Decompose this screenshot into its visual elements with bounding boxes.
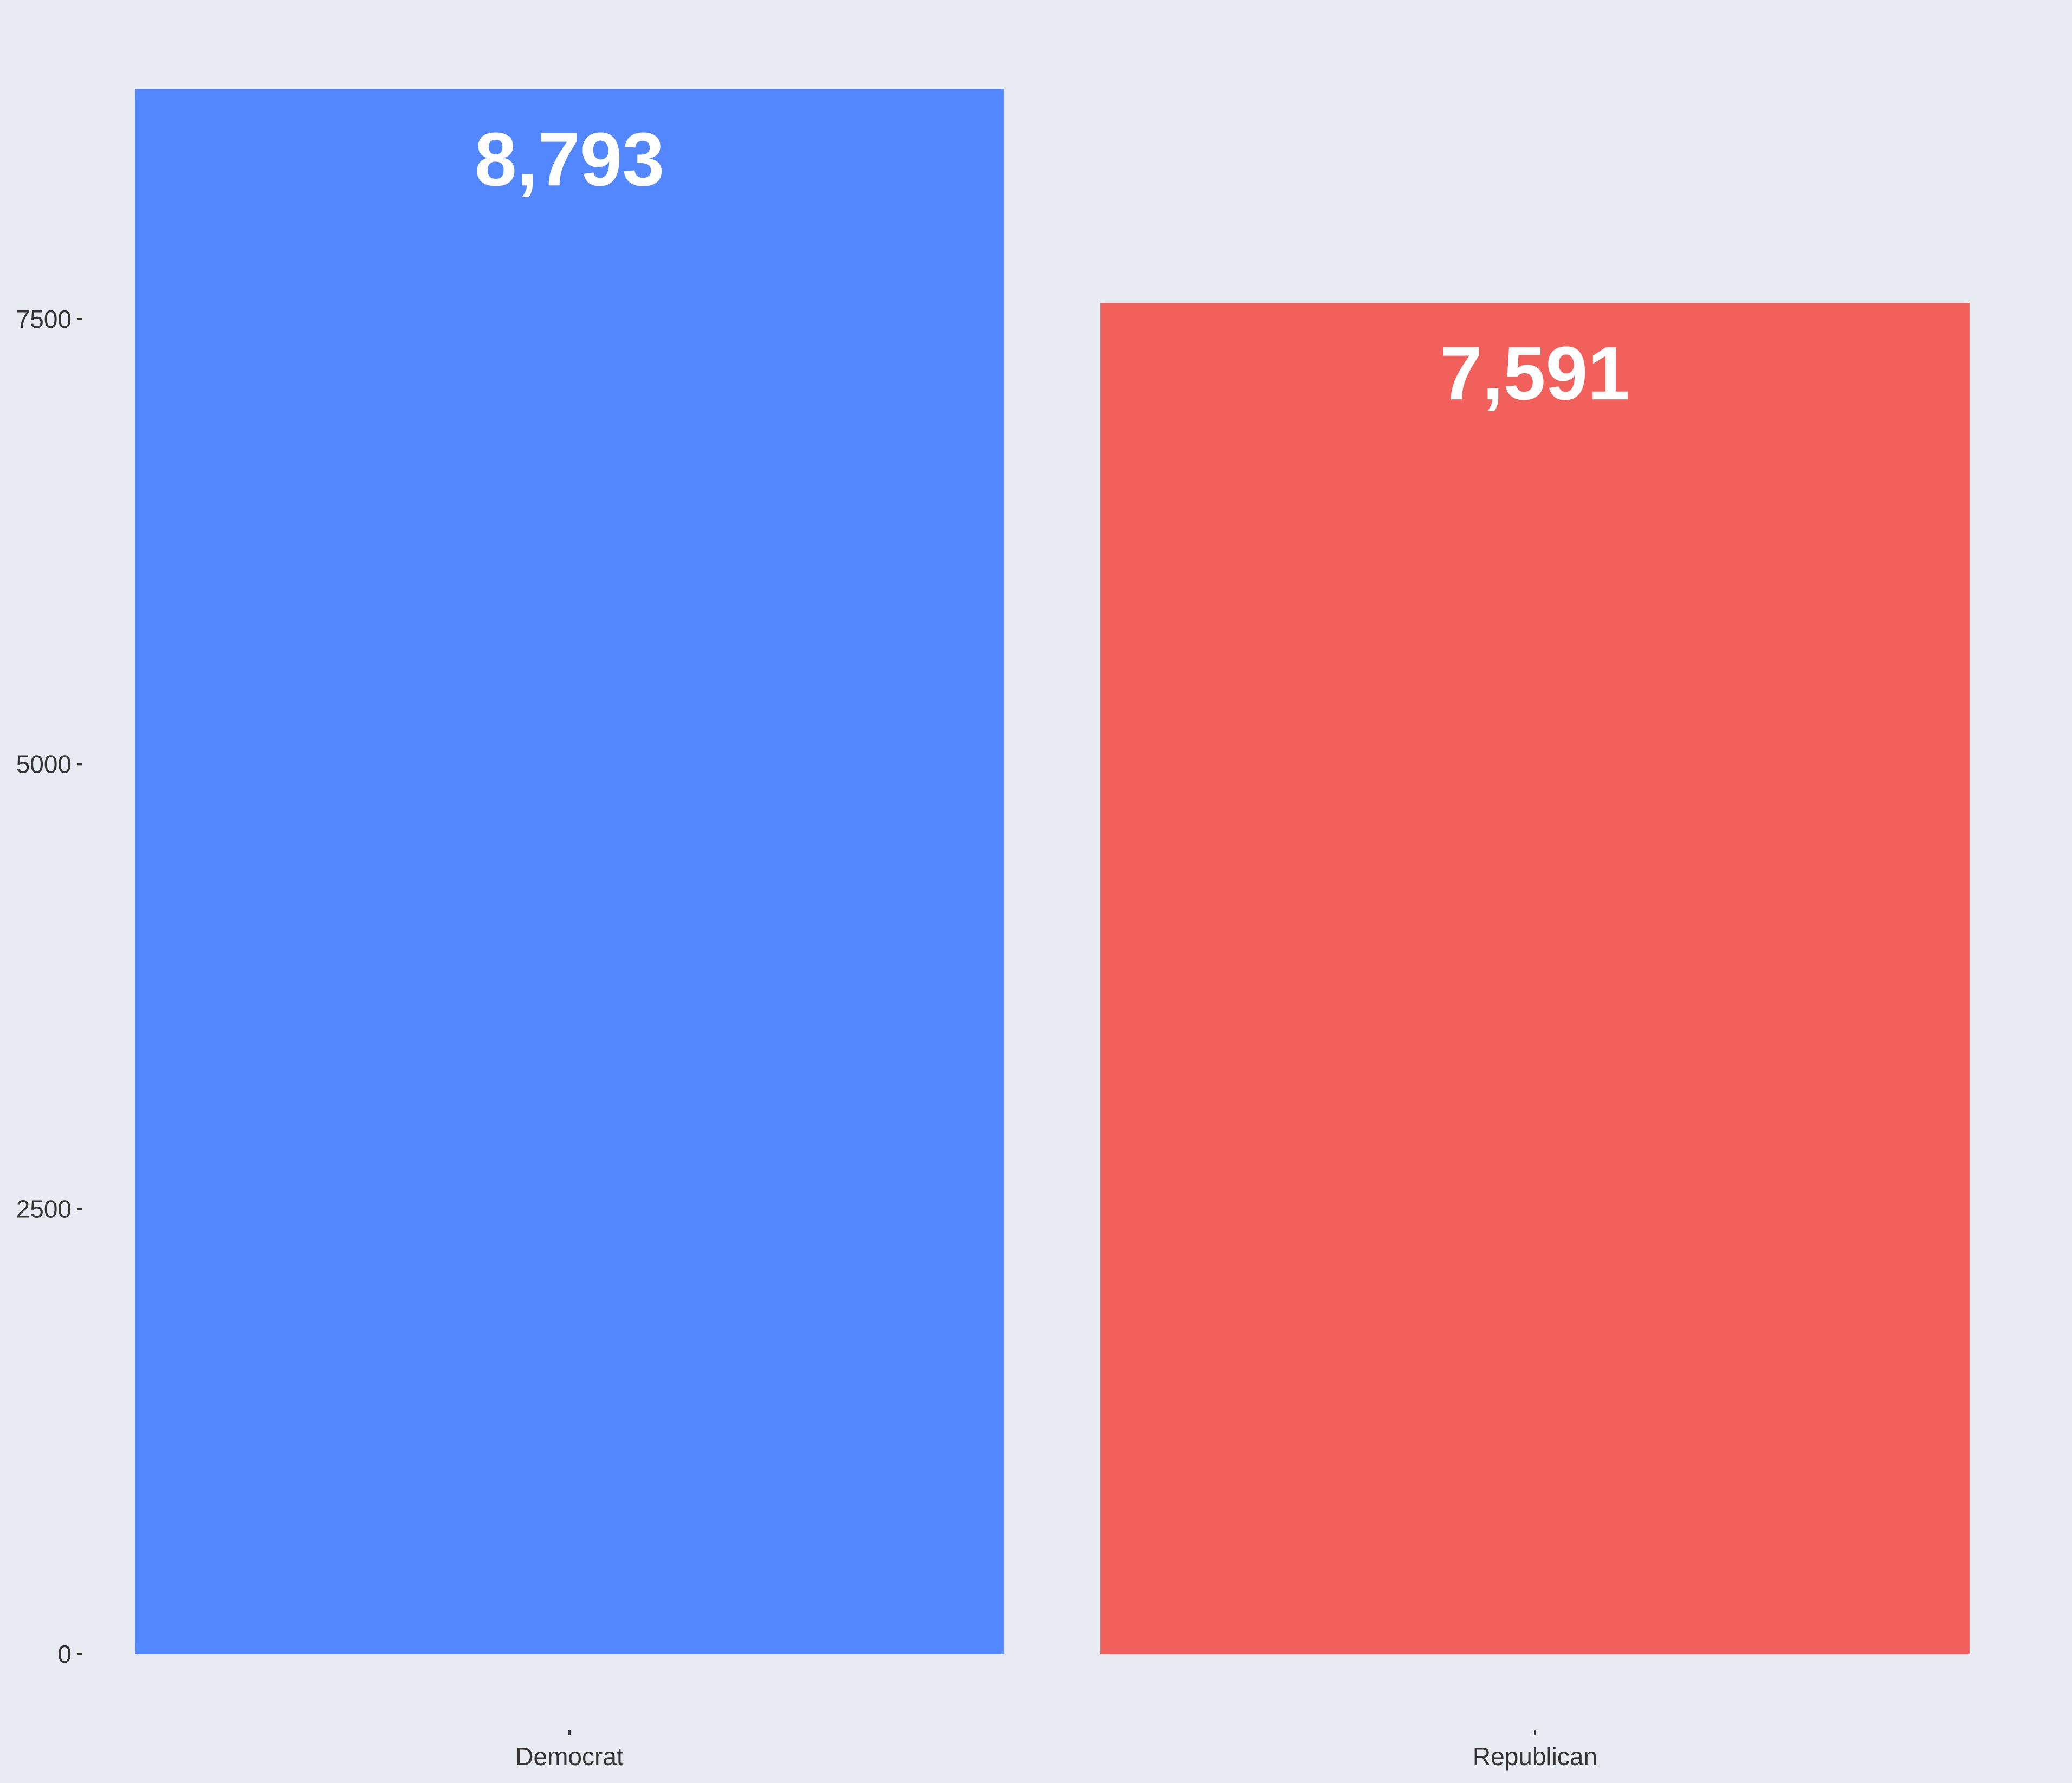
bar-value-label: 7,591 [1440,330,1630,416]
y-tick-label: 5000 [16,750,72,778]
bar-value-label: 8,793 [475,116,664,202]
y-tick-label: 0 [57,1640,72,1668]
bars: 8,793 7,591 [135,89,1970,1655]
y-tick-label: 2500 [16,1195,72,1223]
x-axis: Democrat Republican [515,1730,1597,1771]
y-tick-label: 7500 [16,305,72,333]
x-tick-label: Democrat [515,1742,624,1771]
bar-democrat [135,89,1004,1655]
y-axis: 0 2500 5000 7500 [16,305,82,1668]
x-tick-label: Republican [1473,1742,1597,1771]
bar-republican [1100,303,1970,1654]
